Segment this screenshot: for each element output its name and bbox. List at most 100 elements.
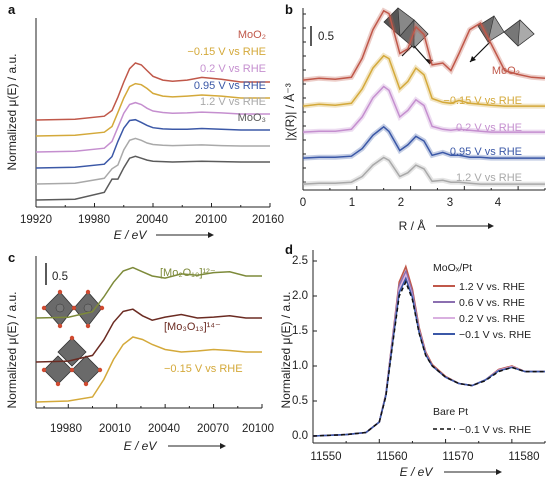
panel-a-series-line [35,118,270,169]
panel-b-xtick-label: 3 [447,197,453,209]
panel-b-octahedra-pair-illustration [383,7,433,65]
panel-a-lines [35,62,270,201]
panel-b-xtick-label: 1 [349,197,355,209]
panel-d-xtick-label: 11580 [508,451,539,463]
panel-b-lines [302,7,546,187]
panel-c-xtick-label: 20070 [197,423,229,435]
panel-d-legend-label: 0.2 V vs. RHE [459,313,525,325]
panel-b-series-label: −0.15 V vs RHE [443,95,522,107]
panel-d-xarrow-head [496,469,502,475]
panel-c-ylabel: Normalized μ(E) / a.u. [5,292,19,409]
panel-c-xarrow-head [220,443,226,449]
panel-c-series-label: −0.15 V vs RHE [164,363,243,375]
panel-d-legend-label: −0.1 V vs. RHE [459,329,531,341]
panel-b-series-line [302,9,546,81]
panel-b-xticks [302,186,546,190]
panel-b-series-label: 0.2 V vs RHE [456,122,522,134]
panel-d-ylabel: Normalized μ(E) / a.u. [279,292,293,409]
panel-a-letter: a [8,2,16,17]
panel-c-series-line [35,266,262,319]
panel-b-series-labels: MoO₂ −0.15 V vs RHE 0.2 V vs RHE 0.95 V … [443,65,522,184]
panel-b-series-label: 0.95 V vs RHE [450,146,522,158]
panel-b-series-line [302,54,545,107]
panel-a-series-line [35,101,270,153]
panel-a-xtick-label: 20100 [195,214,227,226]
panel-c-xticks [43,404,263,408]
panel-d-xlabel: E / eV [400,465,434,479]
panel-b-xlabel: R / Å [399,218,426,233]
panel-b-series-line [302,156,545,185]
panel-a-series-labels: MoO₂ −0.15 V vs RHE 0.2 V vs RHE 0.95 V … [187,29,266,124]
panel-b-series-line [302,85,545,133]
panel-d-ytick-label: 0.0 [292,430,308,442]
panel-d-ytick-label: 2.0 [292,290,308,302]
panel-a-series-line [35,155,270,201]
panel-a-xtick-label: 20040 [136,214,168,226]
panel-a-xtick-label: 19980 [78,214,110,226]
panel-c-xtick-label: 19980 [50,423,82,435]
panel-d-yticks [313,260,317,437]
panel-a-xticks [35,203,271,207]
panel-d-xtick-label: 11550 [310,451,341,463]
panel-d-yticklabels: 0.0 0.5 1.0 1.5 2.0 2.5 [292,255,308,442]
panel-a-series-line [35,62,270,121]
panel-d-ytick-label: 1.5 [292,325,308,337]
panel-b-xticklabels: 0 1 2 3 4 [300,197,502,209]
panel-a-series-line [35,137,270,185]
panel-b-xarrow-head [488,223,494,229]
panel-c-series-labels: [Mo₂O₁₀]¹²⁻ [Mo₃O₁₃]¹⁴⁻ −0.15 V vs RHE [160,267,243,375]
panel-d-legend-label: 1.2 V vs. RHE [459,281,525,293]
panel-a-ylabel: Normalized μ(E) / a.u. [5,54,19,171]
panel-c-lines [35,266,262,403]
panel-a-xtick-label: 20160 [252,214,284,226]
panel-b-series-line [302,125,545,159]
panel-b-octahedra-corner-illustration [469,15,535,63]
panel-c-xtick-label: 20010 [99,423,131,435]
panel-a-series-label: MoO₂ [238,29,266,41]
panel-b-scale-label: 0.5 [318,31,334,43]
panel-d-series-line [312,280,545,437]
panel-d-lines [312,264,545,437]
panel-c-xticklabels: 19980 20010 20040 20070 20100 [50,423,274,435]
panel-b-series-label: 1.2 V vs RHE [456,172,522,184]
panel-b-yticks [303,13,306,183]
panel-d-xticklabels: 11550 11560 11570 11580 [310,451,539,463]
panel-a-series-label: −0.15 V vs RHE [187,46,266,58]
panel-a-series-label: MoO₃ [238,112,266,124]
panel-d-legend-title-bare-pt: Bare Pt [433,406,468,418]
panel-b-xtick-label: 4 [495,197,502,209]
panel-d-letter: d [285,242,293,257]
panel-b-series-label: MoO₂ [492,65,520,77]
panel-c-xlabel: E / eV [124,439,158,453]
panel-a-xtick-label: 19920 [20,214,52,226]
panel-a-series-line [35,82,270,137]
panel-d-legend-label: 0.6 V vs. RHE [459,297,525,309]
panel-c-series-label: [Mo₃O₁₃]¹⁴⁻ [164,321,221,333]
panel-a-series-label: 1.2 V vs RHE [200,96,266,108]
panel-d-xticks [312,439,546,443]
panel-a-series-label: 0.2 V vs RHE [200,63,266,75]
panel-c-xtick-label: 20040 [148,423,180,435]
panel-d-xtick-label: 11560 [376,451,407,463]
panel-d-ytick-label: 1.0 [292,360,308,372]
panel-a-series-label: 0.95 V vs RHE [194,80,266,92]
panel-d-series-line [312,276,545,437]
panel-c-letter: c [8,250,15,265]
panel-b-xtick-label: 0 [300,197,306,209]
panel-a-xarrow-head [208,232,214,238]
panel-d-xtick-label: 11570 [442,451,473,463]
panel-c-series-label: [Mo₂O₁₀]¹²⁻ [160,267,216,279]
panel-c-xtick-label: 20100 [242,423,274,435]
panel-a-xticklabels: 19920 19980 20040 20100 20160 [20,214,284,226]
panel-c-series-line [35,336,262,403]
panel-d-legend-label: −0.1 V vs. RHE [459,424,531,436]
panel-d-legend: MoOₓ/Pt 1.2 V vs. RHE 0.6 V vs. RHE 0.2 … [433,262,531,436]
panel-d-ytick-label: 2.5 [292,255,308,267]
panel-a-xlabel: E / eV [114,228,148,242]
panel-d-legend-title: MoOₓ/Pt [433,262,472,274]
panel-b-xtick-label: 2 [398,197,404,209]
panel-c-scale-label: 0.5 [52,271,68,283]
panel-b-letter: b [285,2,293,17]
panel-c-series-line [35,308,262,363]
